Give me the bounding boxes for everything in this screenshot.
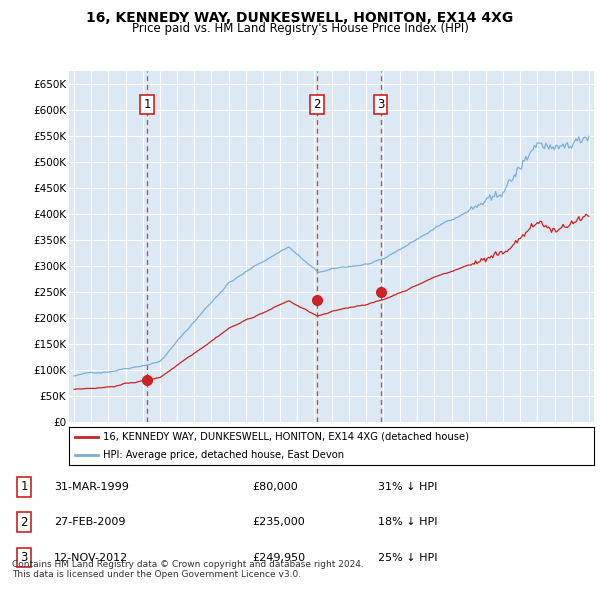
Text: £80,000: £80,000 [252,482,298,491]
Text: 2: 2 [313,98,321,111]
Text: 31% ↓ HPI: 31% ↓ HPI [378,482,437,491]
Text: 3: 3 [377,98,385,111]
Text: Price paid vs. HM Land Registry's House Price Index (HPI): Price paid vs. HM Land Registry's House … [131,22,469,35]
Text: Contains HM Land Registry data © Crown copyright and database right 2024.
This d: Contains HM Land Registry data © Crown c… [12,560,364,579]
Text: 16, KENNEDY WAY, DUNKESWELL, HONITON, EX14 4XG: 16, KENNEDY WAY, DUNKESWELL, HONITON, EX… [86,11,514,25]
Text: 27-FEB-2009: 27-FEB-2009 [54,517,125,527]
Text: 12-NOV-2012: 12-NOV-2012 [54,553,128,562]
Text: 18% ↓ HPI: 18% ↓ HPI [378,517,437,527]
Text: 25% ↓ HPI: 25% ↓ HPI [378,553,437,562]
Text: 2: 2 [20,516,28,529]
Text: 16, KENNEDY WAY, DUNKESWELL, HONITON, EX14 4XG (detached house): 16, KENNEDY WAY, DUNKESWELL, HONITON, EX… [103,432,469,442]
Text: 1: 1 [20,480,28,493]
Text: 3: 3 [20,551,28,564]
Text: £249,950: £249,950 [252,553,305,562]
Text: 31-MAR-1999: 31-MAR-1999 [54,482,129,491]
Text: £235,000: £235,000 [252,517,305,527]
Text: 1: 1 [143,98,151,111]
Text: HPI: Average price, detached house, East Devon: HPI: Average price, detached house, East… [103,450,344,460]
